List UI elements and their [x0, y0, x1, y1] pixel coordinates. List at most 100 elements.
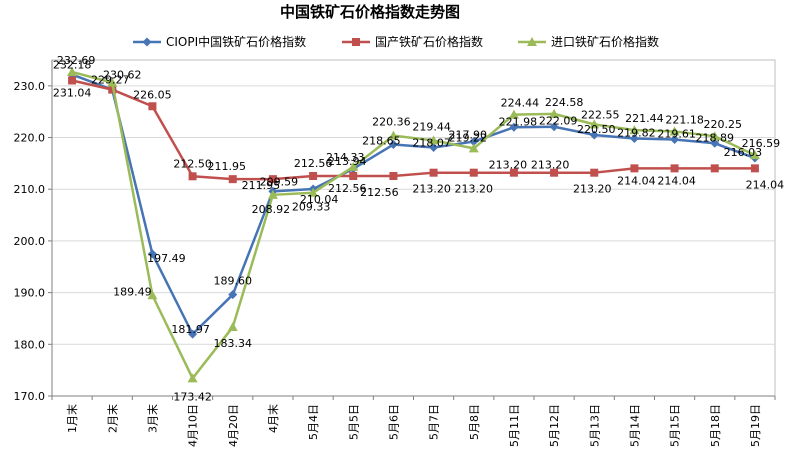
data-label: 226.05 [133, 88, 172, 101]
data-label: 197.49 [147, 252, 186, 265]
data-point [549, 108, 560, 118]
series-0 [67, 70, 760, 339]
x-axis: 1月末 2月末 3月末 4月10日 4月20日 4月末 5月4日 5月5日 5月6日 5月7日 5月… [51, 395, 776, 447]
series-line [71, 70, 756, 380]
legend-item-2: 进口铁矿石价格指数 [518, 34, 659, 49]
data-point [630, 164, 639, 173]
legend-swatch-marker [527, 37, 537, 46]
data-label: 211.95 [208, 160, 247, 173]
data-label: 224.44 [501, 97, 540, 110]
data-label: 229.27 [91, 74, 130, 87]
x-tick-label: 5月15日 [669, 404, 682, 447]
data-point [309, 171, 318, 180]
legend-item-0: CIOPI中国铁矿石价格指数 [133, 34, 306, 49]
y-tick-label: 220.0 [14, 132, 46, 145]
data-label: 219.82 [617, 126, 656, 139]
x-tick-label: 4月末 [266, 404, 280, 433]
legend-label: CIOPI中国铁矿石价格指数 [166, 34, 306, 49]
x-tick-label: 5月4日 [307, 404, 320, 440]
legend-swatch-marker [352, 38, 360, 46]
data-label: 230.62 [103, 69, 142, 82]
y-tick-label: 190.0 [14, 287, 46, 300]
data-point [349, 171, 358, 180]
data-label: 189.60 [214, 275, 253, 288]
data-label: 217.90 [449, 128, 488, 141]
data-label: 211.95 [242, 179, 281, 192]
data-point [710, 138, 720, 148]
data-label: 213.20 [455, 183, 494, 196]
data-label: 220.25 [704, 118, 743, 131]
series-2 [67, 66, 760, 383]
data-point [589, 130, 599, 140]
data-point [629, 133, 639, 143]
data-point [389, 171, 398, 180]
grid [51, 59, 776, 397]
plot-area-border [51, 59, 776, 397]
data-label: 213.20 [573, 183, 612, 196]
series-line [71, 79, 755, 181]
data-label: 214.04 [746, 178, 785, 191]
series-1 [68, 76, 759, 184]
data-point [108, 85, 117, 94]
data-label: 232.69 [57, 54, 96, 67]
x-tick-label: 5月8日 [468, 404, 481, 440]
data-label: 224.58 [545, 96, 584, 109]
series-line [71, 73, 756, 336]
legend: CIOPI中国铁矿石价格指数 国产铁矿石价格指数 进口铁矿石价格指数 [133, 34, 659, 49]
data-labels: 232.18 229.27 197.49 181.97 189.60 209.59210.… [53, 54, 784, 403]
x-tick-label: 5月13日 [588, 404, 601, 447]
data-point [428, 135, 439, 145]
data-label: 212.50 [173, 157, 212, 170]
data-point [107, 77, 118, 87]
data-point [308, 187, 319, 197]
data-label: 213.94 [328, 155, 367, 168]
x-tick-label: 4月20日 [227, 404, 240, 447]
x-tick-label: 5月19日 [749, 404, 762, 447]
data-point [188, 329, 198, 339]
x-tick-label: 4月10日 [187, 404, 200, 447]
legend-label: 国产铁矿石价格指数 [375, 34, 483, 49]
data-point [509, 122, 519, 132]
data-point [388, 130, 399, 140]
data-label: 208.92 [252, 203, 291, 216]
data-label: 181.97 [171, 323, 210, 336]
data-point [429, 143, 439, 153]
legend-swatch-marker [142, 37, 152, 47]
data-label: 214.33 [326, 151, 365, 164]
data-point [589, 119, 600, 129]
data-label: 189.49 [113, 285, 152, 298]
legend-label: 进口铁矿石价格指数 [551, 34, 659, 49]
x-tick-label: 5月7日 [428, 404, 441, 440]
data-point [750, 164, 759, 173]
data-point [187, 373, 198, 383]
data-point [148, 102, 157, 111]
data-label: 216.03 [724, 146, 763, 159]
legend-item-1: 国产铁矿石价格指数 [342, 34, 483, 49]
data-label: 209.33 [292, 201, 331, 214]
data-label: 219.22 [449, 132, 488, 145]
data-label: 220.50 [577, 123, 616, 136]
x-tick-label: 5月11日 [508, 404, 521, 447]
data-point [388, 140, 398, 150]
data-point [267, 189, 278, 199]
x-tick-label: 5月18日 [709, 404, 722, 447]
data-point [709, 131, 720, 141]
y-tick-label: 180.0 [14, 338, 46, 351]
data-label: 232.18 [53, 59, 92, 72]
data-label: 221.98 [499, 115, 538, 128]
data-label: 219.61 [657, 128, 696, 141]
data-point [710, 164, 719, 173]
data-point [670, 135, 680, 145]
data-label: 210.04 [300, 193, 339, 206]
data-label: 213.20 [531, 159, 570, 172]
data-point [550, 168, 559, 177]
y-axis: 170.0 180.0 190.0 200.0 210.0 220.0 230.0 [14, 60, 53, 403]
data-label: 221.18 [665, 113, 704, 126]
data-point [549, 122, 559, 132]
data-point [228, 175, 237, 184]
data-point [469, 168, 478, 177]
data-point [749, 150, 760, 160]
data-label: 220.36 [372, 116, 411, 129]
data-point [429, 168, 438, 177]
